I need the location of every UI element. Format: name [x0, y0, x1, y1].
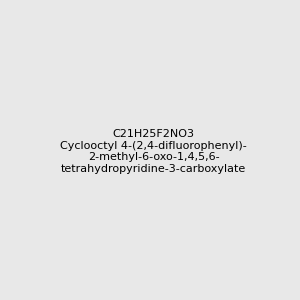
Text: C21H25F2NO3
Cyclooctyl 4-(2,4-difluorophenyl)-
2-methyl-6-oxo-1,4,5,6-
tetrahydr: C21H25F2NO3 Cyclooctyl 4-(2,4-difluoroph…: [60, 129, 247, 174]
